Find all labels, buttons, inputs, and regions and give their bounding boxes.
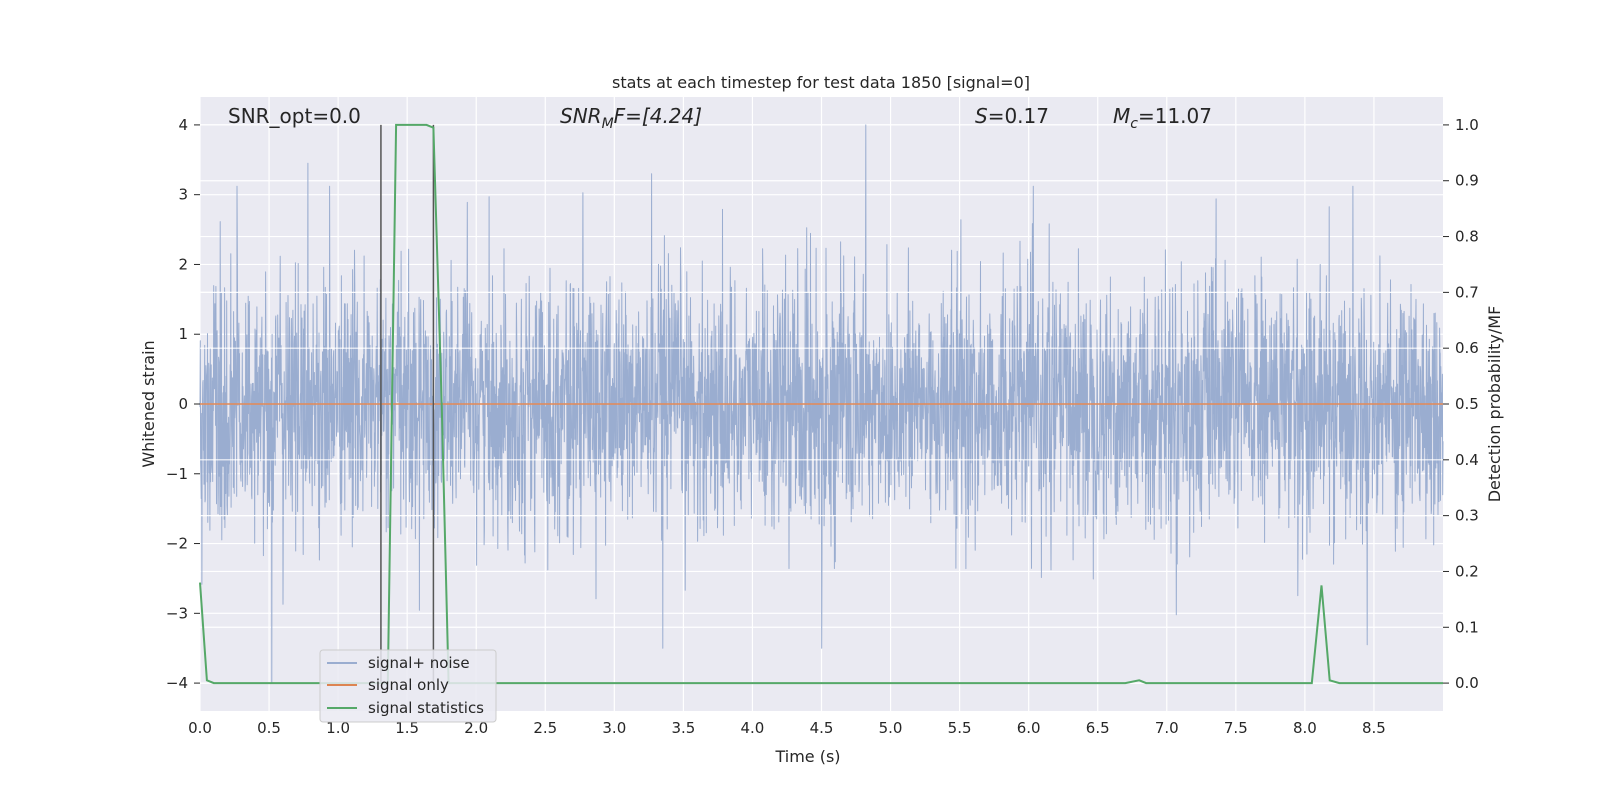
y-right-tick-label: 0.3 (1455, 507, 1479, 525)
annotation-snr-opt: SNR_opt=0.0 (228, 104, 361, 128)
x-tick-label: 5.0 (879, 719, 903, 737)
legend: signal+ noise signal only signal statist… (319, 649, 497, 723)
x-tick-label: 2.0 (464, 719, 488, 737)
y-left-tick-label: −4 (166, 674, 188, 692)
series-line-signal-noise (199, 124, 1444, 684)
y-left-tick-label: 0 (178, 395, 188, 413)
legend-label-signal-only: signal only (368, 676, 449, 694)
annotation-s: S=0.17 (975, 104, 1049, 128)
y-left-tick-label: −3 (166, 604, 188, 622)
y-left-tick-label: 4 (178, 116, 188, 134)
y-left-tick-label: 2 (178, 255, 188, 273)
x-tick-label: 1.0 (326, 719, 350, 737)
snr-mf-base: SNR (560, 104, 602, 128)
x-tick-label: 0.0 (188, 719, 212, 737)
y-right-tick-label: 1.0 (1455, 116, 1479, 134)
x-tick-label: 3.5 (671, 719, 695, 737)
chart-title: stats at each timestep for test data 185… (612, 73, 1030, 92)
line-layer (199, 123, 1443, 685)
y-left-tick-label: 1 (178, 325, 188, 343)
x-tick-label: 1.5 (395, 719, 419, 737)
annotation-mc: Mc=11.07 (1113, 104, 1212, 132)
x-tick-label: 3.0 (602, 719, 626, 737)
x-tick-label: 7.5 (1224, 719, 1248, 737)
y-right-tick-label: 0.4 (1455, 451, 1479, 469)
y-left-axis-label: Whitened strain (139, 340, 158, 467)
y-left-tick-label: −1 (166, 465, 188, 483)
noise-series (199, 124, 1444, 684)
x-tick-label: 6.0 (1017, 719, 1041, 737)
s-value: =0.17 (988, 104, 1049, 128)
y-right-tick-label: 0.7 (1455, 283, 1479, 301)
x-tick-label: 4.5 (810, 719, 834, 737)
x-tick-label: 0.5 (257, 719, 281, 737)
legend-box (319, 649, 497, 723)
snr-mf-tail: F=[4.24] (614, 104, 702, 128)
y-right-tick-labels: 1.0 0.9 0.8 0.7 0.6 0.5 0.4 0.3 0.2 0.1 0.0 (1443, 116, 1479, 692)
mc-subscript: c (1130, 116, 1138, 132)
x-tick-label: 4.0 (741, 719, 765, 737)
x-axis-label: Time (s) (774, 747, 840, 766)
x-tick-label: 5.5 (948, 719, 972, 737)
x-tick-label: 6.5 (1086, 719, 1110, 737)
x-tick-label: 2.5 (533, 719, 557, 737)
y-right-axis-label: Detection probability/MF (1485, 306, 1504, 503)
snr-mf-subscript: M (602, 116, 614, 132)
y-right-tick-label: 0.8 (1455, 228, 1479, 246)
y-right-tick-label: 0.6 (1455, 339, 1479, 357)
y-left-tick-labels: 4 3 2 1 0 −1 −2 −3 −4 (166, 116, 200, 692)
y-right-tick-label: 0.5 (1455, 395, 1479, 413)
x-tick-labels: 0.0 0.5 1.0 1.5 2.0 2.5 3.0 3.5 4.0 4.5 5.0 5.5 6.0 6… (188, 719, 1386, 737)
x-tick-label: 8.0 (1293, 719, 1317, 737)
legend-label-signal-noise: signal+ noise (368, 654, 470, 672)
x-tick-label: 7.0 (1155, 719, 1179, 737)
s-variable: S (975, 104, 988, 128)
legend-label-signal-statistics: signal statistics (368, 699, 484, 717)
mc-variable: M (1113, 104, 1130, 128)
y-left-tick-label: −2 (166, 535, 188, 553)
y-right-tick-label: 0.0 (1455, 674, 1479, 692)
annotation-snr-mf: SNRMF=[4.24] (560, 104, 702, 132)
mc-value: =11.07 (1138, 104, 1212, 128)
y-left-tick-label: 3 (178, 186, 188, 204)
y-right-tick-label: 0.2 (1455, 562, 1479, 580)
x-tick-label: 8.5 (1362, 719, 1386, 737)
y-right-tick-label: 0.1 (1455, 618, 1479, 636)
y-right-tick-label: 0.9 (1455, 172, 1479, 190)
